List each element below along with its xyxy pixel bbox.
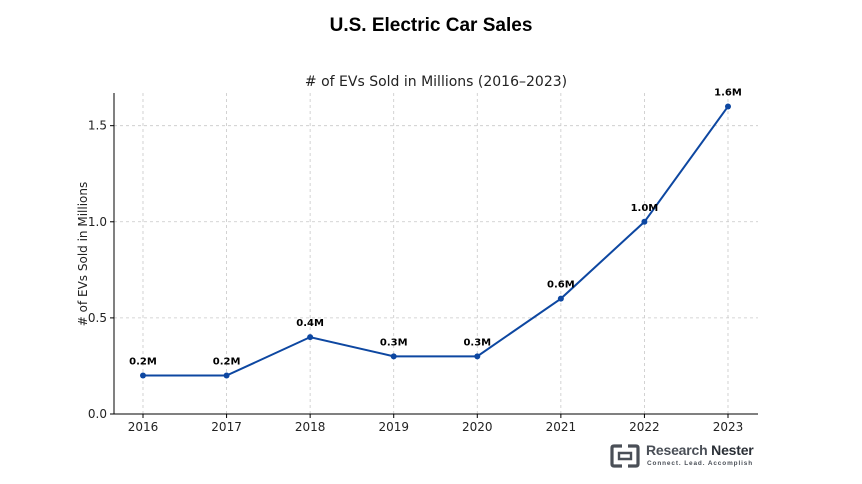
logo-name: Research Nester (646, 442, 754, 458)
data-label: 0.2M (213, 357, 241, 368)
data-point (641, 218, 648, 225)
chart-title: # of EVs Sold in Millions (2016–2023) (305, 74, 567, 90)
page-title: U.S. Electric Car Sales (329, 15, 533, 36)
data-label: 1.6M (714, 87, 742, 98)
data-point (307, 334, 314, 341)
x-tick-label: 2016 (128, 420, 159, 434)
research-nester-logo: Research Nester Connect. Lead. Accomplis… (610, 442, 760, 472)
y-tick-label: 0.5 (88, 311, 107, 325)
x-tick-label: 2021 (546, 420, 577, 434)
data-point (557, 295, 564, 302)
x-tick-label: 2019 (378, 420, 409, 434)
x-tick-label: 2020 (462, 420, 493, 434)
y-tick-label: 1.0 (88, 215, 107, 229)
data-labels: 0.2M 0.2M 0.4M 0.3M 0.3M 0.6M 1.0M 1.6M (129, 87, 742, 367)
series (140, 103, 731, 379)
logo-tagline: Connect. Lead. Accomplish (647, 460, 754, 467)
data-label: 1.0M (631, 203, 659, 214)
x-ticks: 2016 2017 2018 2019 2020 2021 2022 2023 (128, 414, 744, 434)
data-label: 0.2M (129, 357, 157, 368)
x-tick-label: 2017 (211, 420, 242, 434)
axes (113, 93, 758, 415)
data-label: 0.3M (380, 337, 408, 348)
logo-mark-icon (610, 444, 640, 468)
data-point (140, 372, 146, 379)
y-tick-label: 0.0 (88, 407, 107, 421)
x-tick-label: 2018 (295, 420, 326, 434)
data-label: 0.6M (547, 280, 575, 291)
y-axis-label: # of EVs Sold in Millions (76, 182, 90, 326)
data-label: 0.4M (296, 318, 324, 329)
data-label: 0.3M (463, 337, 491, 348)
data-point (223, 372, 230, 379)
x-tick-label: 2022 (629, 420, 660, 434)
data-point (725, 103, 731, 110)
x-tick-label: 2023 (713, 420, 744, 434)
series-line (143, 105, 729, 377)
data-point (390, 353, 397, 360)
y-tick-label: 1.5 (88, 119, 107, 133)
data-point (474, 353, 481, 360)
y-ticks: 0.0 0.5 1.0 1.5 (88, 119, 114, 421)
grid (114, 93, 758, 415)
